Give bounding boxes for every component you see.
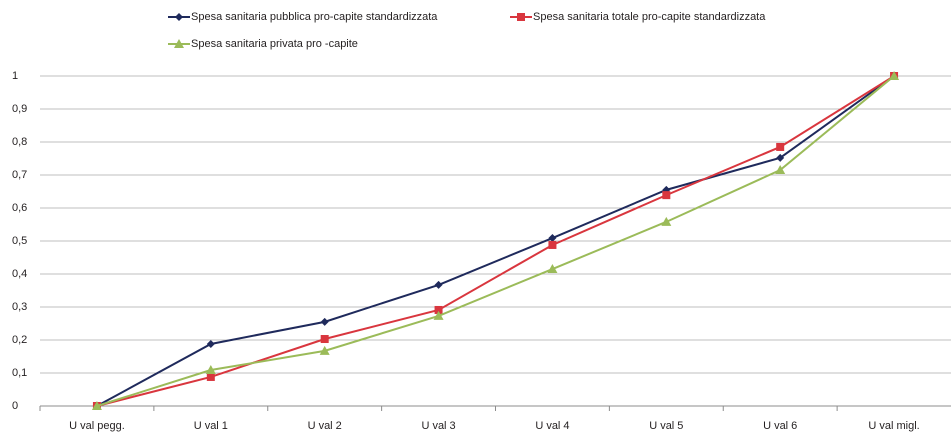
legend-marker xyxy=(174,39,184,48)
x-tick-label: U val 4 xyxy=(535,420,569,432)
x-tick-label: U val 6 xyxy=(763,420,797,432)
legend-label: Spesa sanitaria privata pro -capite xyxy=(191,38,358,50)
y-tick-label: 1 xyxy=(12,70,18,82)
data-point xyxy=(206,372,215,381)
y-tick-label: 0,3 xyxy=(12,301,27,313)
y-tick-label: 0,1 xyxy=(12,367,27,379)
data-point xyxy=(434,305,443,314)
data-point xyxy=(547,264,558,274)
data-point xyxy=(319,345,330,355)
data-point xyxy=(776,142,785,151)
legend-marker xyxy=(175,13,183,21)
legend-label: Spesa sanitaria totale pro-capite standa… xyxy=(533,11,766,23)
y-tick-label: 0,8 xyxy=(12,136,27,148)
data-point xyxy=(548,234,557,243)
data-point xyxy=(320,317,329,326)
data-point xyxy=(662,191,671,200)
series-line xyxy=(96,75,895,407)
data-point xyxy=(434,280,443,289)
data-point xyxy=(548,240,557,249)
y-tick-label: 0,5 xyxy=(12,235,27,247)
x-tick-label: U val migl. xyxy=(868,420,919,432)
data-point xyxy=(205,365,216,375)
legend-marker xyxy=(517,13,525,21)
x-tick-label: U val 5 xyxy=(649,420,683,432)
y-tick-label: 0,4 xyxy=(12,268,27,280)
y-tick-label: 0,6 xyxy=(12,202,27,214)
data-point xyxy=(320,335,329,344)
x-tick-label: U val pegg. xyxy=(69,420,125,432)
data-point xyxy=(775,165,786,175)
data-point xyxy=(206,339,215,348)
x-tick-label: U val 2 xyxy=(308,420,342,432)
data-point xyxy=(433,310,444,320)
data-point xyxy=(661,216,672,226)
series-line xyxy=(96,75,895,407)
data-point xyxy=(889,71,900,80)
y-tick-label: 0,2 xyxy=(12,334,27,346)
y-tick-label: 0 xyxy=(12,400,18,412)
data-point xyxy=(776,153,785,162)
x-tick-label: U val 1 xyxy=(194,420,228,432)
y-tick-label: 0,7 xyxy=(12,169,27,181)
x-tick-label: U val 3 xyxy=(421,420,455,432)
series-line xyxy=(96,75,895,407)
y-tick-label: 0,9 xyxy=(12,103,27,115)
data-point xyxy=(91,401,102,410)
legend-label: Spesa sanitaria pubblica pro-capite stan… xyxy=(191,11,438,23)
